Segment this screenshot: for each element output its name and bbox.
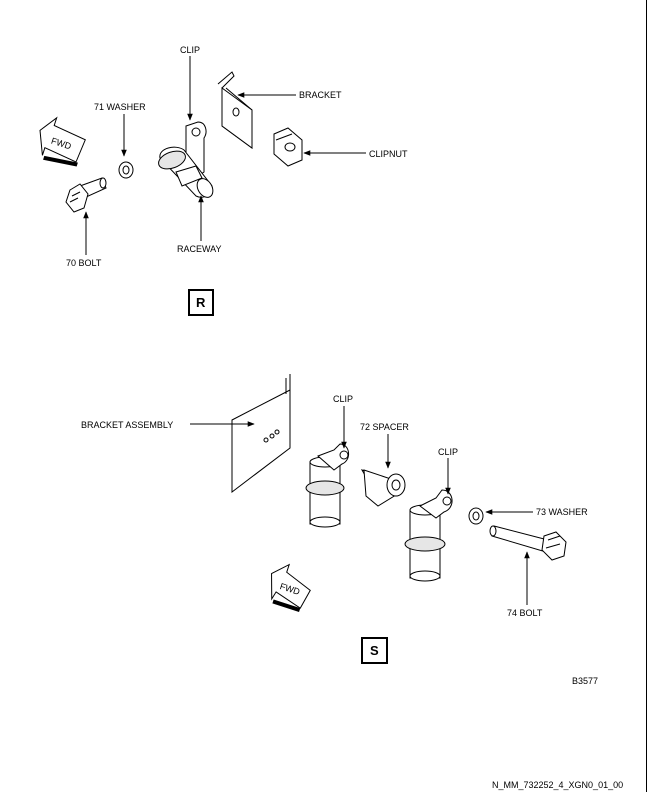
figure-id: B3577	[572, 676, 598, 686]
callout-raceway-r: RACEWAY	[177, 244, 222, 254]
page-edge-rule	[646, 0, 647, 792]
callout-clip-s-left: CLIP	[333, 394, 353, 404]
callout-bolt-70: 70 BOLT	[66, 258, 102, 268]
view-label-s: S	[370, 643, 379, 658]
view-label-r: R	[196, 295, 206, 310]
bracket-r	[217, 71, 253, 149]
washer-73	[468, 507, 484, 525]
callout-washer-71: 71 WASHER	[94, 102, 146, 112]
callout-spacer-72: 72 SPACER	[360, 422, 409, 432]
callout-clip-s-right: CLIP	[438, 447, 458, 457]
callout-clip-r: CLIP	[180, 45, 200, 55]
callout-bolt-74: 74 BOLT	[507, 608, 543, 618]
callout-bracket-r: BRACKET	[299, 90, 342, 100]
view-label-box-s	[361, 637, 388, 664]
callout-bracket-assembly: BRACKET ASSEMBLY	[81, 420, 173, 430]
clip-raceway-r	[158, 121, 214, 198]
document-id: N_MM_732252_4_XGN0_01_00	[492, 780, 623, 790]
bolt-70	[65, 177, 107, 213]
bolt-74	[489, 525, 567, 561]
fwd-arrow-s: FWD	[271, 563, 311, 612]
spacer-72	[360, 469, 406, 507]
fwd-arrow-r: FWD	[39, 116, 86, 167]
clipnut-r	[273, 127, 303, 167]
view-label-box-r	[188, 289, 214, 316]
clip-raceway-s-right	[404, 489, 453, 582]
callout-clipnut-r: CLIPNUT	[369, 149, 408, 159]
view-r: FWD	[39, 45, 408, 316]
washer-71	[118, 161, 134, 179]
view-s: FWD CLIP BRACKET ASSEMBLY 72 SPACER CLIP…	[81, 374, 588, 664]
callout-washer-73: 73 WASHER	[536, 507, 588, 517]
bracket-assembly-s	[231, 374, 291, 494]
clip-raceway-s-left	[305, 443, 349, 528]
